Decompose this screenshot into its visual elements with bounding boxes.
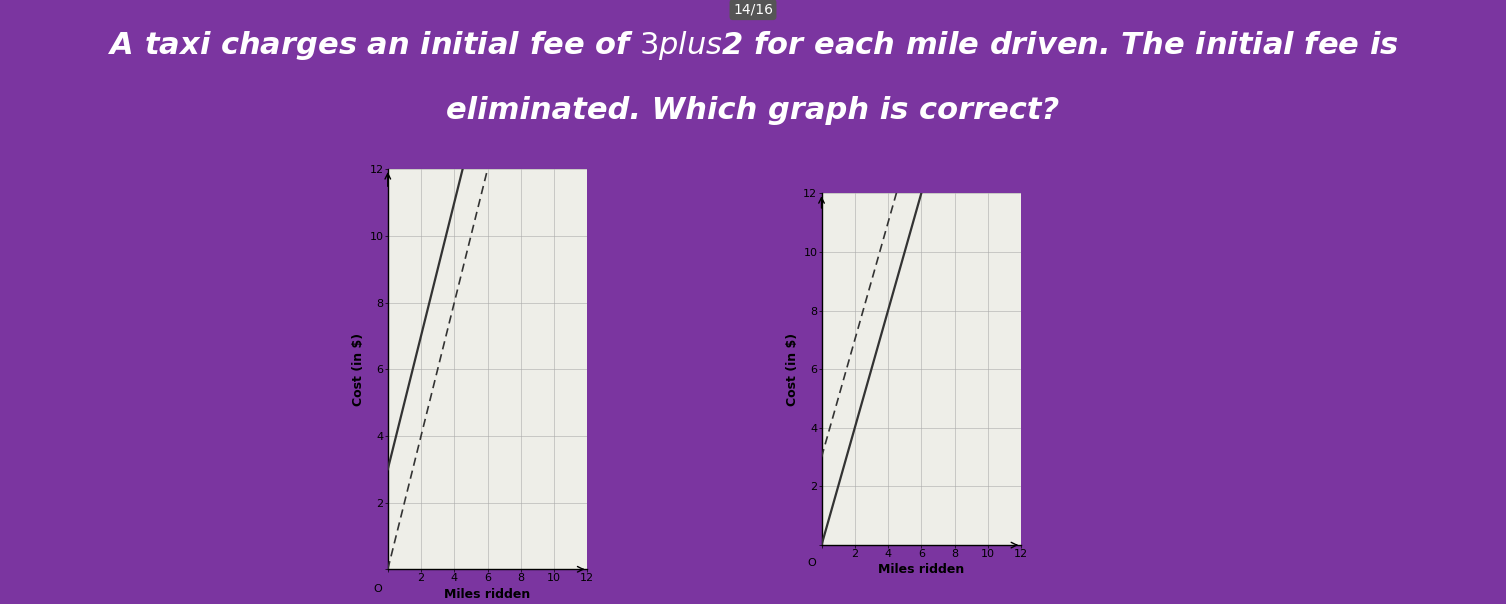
Text: 14/16: 14/16 <box>733 2 773 17</box>
Text: O: O <box>807 557 816 568</box>
Text: A taxi charges an initial fee of $3 plus $2 for each mile driven. The initial fe: A taxi charges an initial fee of $3 plus… <box>107 29 1399 62</box>
Y-axis label: Cost (in $): Cost (in $) <box>786 333 800 406</box>
Y-axis label: Cost (in $): Cost (in $) <box>352 333 366 406</box>
X-axis label: Miles ridden: Miles ridden <box>878 564 964 576</box>
Text: O: O <box>373 584 383 594</box>
Text: eliminated. Which graph is correct?: eliminated. Which graph is correct? <box>446 95 1060 124</box>
X-axis label: Miles ridden: Miles ridden <box>444 588 530 600</box>
